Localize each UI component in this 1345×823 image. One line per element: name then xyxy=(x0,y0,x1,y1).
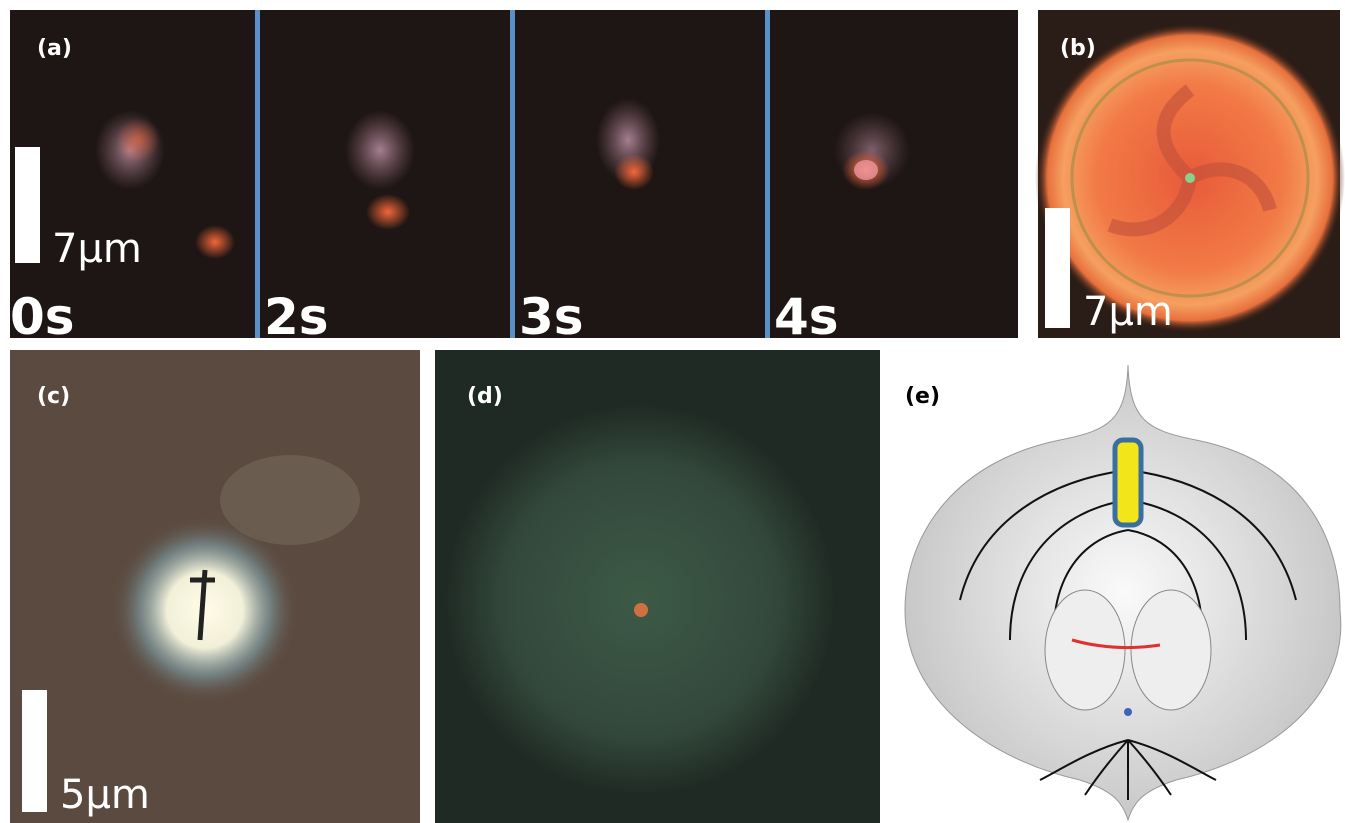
cylinder xyxy=(1115,440,1141,525)
blob xyxy=(195,225,235,259)
panel-label: (d) xyxy=(467,384,503,409)
panel-b: (b) 7μm xyxy=(1035,10,1345,338)
panel-label: (b) xyxy=(1060,36,1096,61)
disk xyxy=(445,405,835,795)
point xyxy=(1124,708,1132,716)
scale-label: 5μm xyxy=(60,772,150,818)
center-dot xyxy=(634,603,648,617)
panel-label: (a) xyxy=(37,36,72,61)
scale-bar xyxy=(22,690,47,812)
scale-bar xyxy=(1045,208,1070,328)
frame-divider xyxy=(255,10,260,338)
panel-c: (c) 5μm xyxy=(10,350,420,823)
bright-spot xyxy=(110,515,300,705)
scale-bar xyxy=(15,147,40,263)
time-label: 3s xyxy=(519,288,584,346)
panel-e: (e) xyxy=(905,365,1341,820)
panel-a: (a) 7μm 0s 2s 3s 4s xyxy=(10,10,1018,346)
time-label: 0s xyxy=(10,288,75,346)
frame-divider xyxy=(510,10,515,338)
frame-divider xyxy=(765,10,770,338)
blob xyxy=(345,110,415,190)
blob xyxy=(854,160,878,180)
time-label: 4s xyxy=(774,288,839,346)
scale-label: 7μm xyxy=(1083,289,1173,335)
inner-loop xyxy=(1131,590,1211,710)
core xyxy=(1185,173,1195,183)
panel-label: (c) xyxy=(37,384,70,409)
panel-d: (d) xyxy=(435,350,880,823)
time-label: 2s xyxy=(264,288,329,346)
figure: (a) 7μm 0s 2s 3s 4s (b) 7μm (c) 5μm (d) … xyxy=(0,0,1345,823)
panel-label: (e) xyxy=(905,384,940,409)
scale-label: 7μm xyxy=(52,226,142,272)
blob xyxy=(116,118,160,162)
blob xyxy=(614,154,654,190)
shell xyxy=(905,365,1341,820)
blob xyxy=(366,194,410,230)
inner-loop xyxy=(1045,590,1125,710)
